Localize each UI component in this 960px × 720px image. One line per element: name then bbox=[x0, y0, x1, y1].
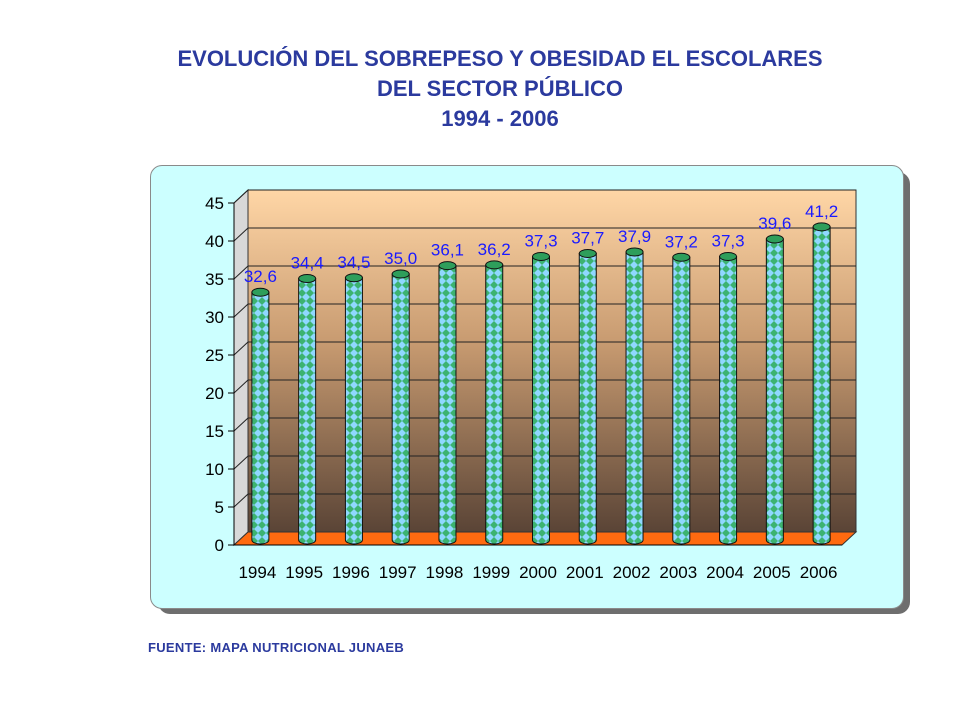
bar-chart: 0 5 10 15 20 25 30 35 40 45 32,6 1994 34,4 1995 34,5 19… bbox=[205, 188, 858, 582]
gridline-side bbox=[233, 303, 249, 318]
y-tick-label: 5 bbox=[215, 498, 224, 517]
data-label: 34,4 bbox=[291, 254, 324, 273]
side-wall bbox=[233, 188, 249, 547]
data-label: 36,2 bbox=[478, 240, 511, 259]
x-tick-label: 1996 bbox=[332, 563, 370, 582]
bar-top bbox=[344, 273, 363, 283]
bar bbox=[298, 278, 317, 545]
bar-top bbox=[719, 252, 738, 262]
bar bbox=[765, 238, 784, 545]
chart-title-line-2: DEL SECTOR PÚBLICO bbox=[376, 76, 624, 101]
data-label: 36,1 bbox=[431, 241, 464, 260]
gridline-side bbox=[233, 189, 249, 204]
gridline-side bbox=[233, 417, 249, 432]
chart-title-line-1: EVOLUCIÓN DEL SOBREPESO Y OBESIDAD EL ES… bbox=[177, 46, 823, 71]
x-tick-label: 2005 bbox=[753, 563, 791, 582]
bar-top bbox=[438, 261, 457, 271]
bar-top bbox=[298, 274, 317, 284]
data-label: 35,0 bbox=[384, 249, 417, 268]
source-note: FUENTE: MAPA NUTRICIONAL JUNAEB bbox=[148, 640, 405, 655]
gridline-side bbox=[233, 227, 249, 242]
gridline-side bbox=[233, 493, 249, 508]
bar bbox=[719, 256, 738, 545]
gridline-side bbox=[233, 379, 249, 394]
y-tick-label: 45 bbox=[205, 194, 224, 213]
gridline-side bbox=[233, 265, 249, 280]
y-tick-label: 25 bbox=[205, 346, 224, 365]
data-label: 37,9 bbox=[618, 227, 651, 246]
bar-top bbox=[812, 222, 831, 232]
data-label: 39,6 bbox=[758, 214, 791, 233]
bar-top bbox=[532, 252, 550, 262]
x-tick-label: 1997 bbox=[379, 563, 417, 582]
bar bbox=[438, 265, 457, 545]
data-label: 37,3 bbox=[712, 232, 745, 251]
chart-title: EVOLUCIÓN DEL SOBREPESO Y OBESIDAD EL ES… bbox=[0, 44, 960, 134]
chart-title-line-3: 1994 - 2006 bbox=[441, 106, 559, 131]
y-tick-label: 35 bbox=[205, 270, 224, 289]
data-label: 37,7 bbox=[571, 228, 604, 247]
bar-top bbox=[625, 247, 644, 257]
y-tick-label: 20 bbox=[205, 384, 224, 403]
x-tick-label: 1995 bbox=[285, 563, 323, 582]
bar bbox=[812, 226, 831, 545]
y-tick-label: 30 bbox=[205, 308, 224, 327]
gridline-side bbox=[233, 341, 249, 356]
y-tick-label: 15 bbox=[205, 422, 224, 441]
x-tick-label: 1994 bbox=[238, 563, 276, 582]
x-tick-label: 2003 bbox=[659, 563, 697, 582]
bar-top bbox=[251, 287, 270, 297]
bar bbox=[344, 277, 363, 545]
bar-top bbox=[485, 260, 504, 270]
data-label: 41,2 bbox=[805, 202, 838, 221]
data-label: 37,2 bbox=[665, 232, 698, 251]
y-tick-label: 0 bbox=[215, 536, 224, 555]
x-tick-label: 2006 bbox=[800, 563, 838, 582]
bar-top bbox=[391, 269, 410, 279]
bar-top bbox=[672, 252, 691, 262]
data-label: 37,3 bbox=[524, 232, 557, 251]
bar bbox=[625, 251, 644, 545]
bar bbox=[532, 256, 550, 545]
x-tick-label: 2000 bbox=[519, 563, 557, 582]
y-tick-label: 40 bbox=[205, 232, 224, 251]
bar bbox=[672, 256, 691, 545]
data-label: 32,6 bbox=[244, 267, 277, 286]
x-tick-label: 2004 bbox=[706, 563, 744, 582]
bar bbox=[578, 252, 597, 545]
x-tick-label: 1999 bbox=[472, 563, 510, 582]
bar bbox=[485, 264, 504, 545]
x-tick-label: 2002 bbox=[613, 563, 651, 582]
data-label: 34,5 bbox=[337, 253, 370, 272]
bar bbox=[251, 291, 270, 545]
y-tick-label: 10 bbox=[205, 460, 224, 479]
x-tick-label: 1998 bbox=[426, 563, 464, 582]
bar-top bbox=[765, 234, 784, 244]
bar bbox=[391, 273, 410, 545]
gridline-side bbox=[233, 455, 249, 470]
x-tick-label: 2001 bbox=[566, 563, 604, 582]
bar-top bbox=[578, 248, 597, 258]
